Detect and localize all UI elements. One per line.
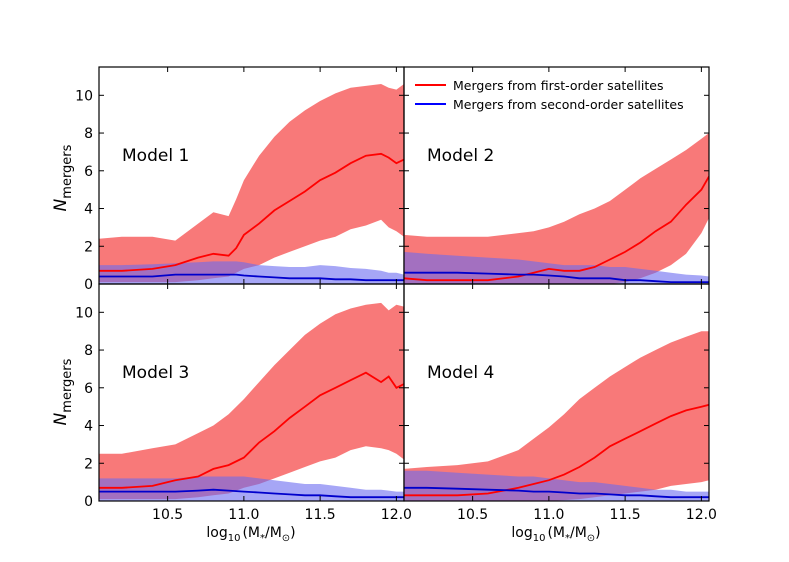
y-tick-label: 4 <box>84 419 93 435</box>
band-first-order <box>99 84 404 283</box>
x-tick-label: 11.0 <box>533 507 564 523</box>
line-second-order <box>404 271 709 284</box>
y-axis-label-top: Nmergers <box>51 144 75 211</box>
legend-label-first-order: Mergers from first-order satellites <box>453 78 663 93</box>
x-axis-label-left: log10 (M*/M⊙) <box>206 525 295 544</box>
y-tick-label: 10 <box>75 88 93 104</box>
x-tick-label: 11.5 <box>610 507 641 523</box>
panel-4: 10.5 11.0 11.5 12.0 Model 4 <box>403 283 717 523</box>
line-first-order <box>99 152 404 272</box>
panel-4-plot-area <box>404 331 709 501</box>
y-tick-label: 8 <box>84 126 93 142</box>
x-tick-label: 10.5 <box>457 507 488 523</box>
x-axis-label-right: log10 (M*/M⊙) <box>511 525 600 544</box>
line-first-order <box>404 175 709 282</box>
panel-title: Model 4 <box>427 363 494 383</box>
band-second-order <box>99 476 404 501</box>
line-second-order <box>99 273 404 282</box>
y-tick-label: 10 <box>75 305 93 321</box>
y-tick-label: 8 <box>84 343 93 359</box>
x-tick-label: 11.5 <box>305 507 336 523</box>
panel-1-plot-area <box>99 84 404 284</box>
x-tick-label: 10.5 <box>152 507 183 523</box>
band-first-order <box>99 302 404 500</box>
line-second-order <box>404 486 709 499</box>
panel-1: 0 2 4 6 8 10 Model 1 <box>75 66 405 293</box>
line-first-order <box>404 403 709 497</box>
y-tick-label: 6 <box>84 164 93 180</box>
panel-frame <box>403 283 710 502</box>
y-tick-label: 2 <box>84 239 93 255</box>
band-first-order <box>404 331 709 501</box>
y-tick-label: 0 <box>84 494 93 510</box>
y-tick-label: 2 <box>84 456 93 472</box>
y-axis-label-bottom: Nmergers <box>51 358 75 425</box>
x-tick-label: 11.0 <box>228 507 259 523</box>
panel-title: Model 3 <box>122 363 189 383</box>
y-tick-label: 6 <box>84 381 93 397</box>
legend: Mergers from first-order satellites Merg… <box>415 78 684 112</box>
x-tick-label: 12.0 <box>381 507 412 523</box>
panel-title: Model 2 <box>427 146 494 166</box>
x-tick-label: 12.0 <box>686 507 717 523</box>
line-second-order <box>99 488 404 499</box>
y-tick-label: 4 <box>84 202 93 218</box>
band-second-order <box>404 251 709 284</box>
y-tick-label: 0 <box>84 277 93 293</box>
panel-3: 0 2 4 6 8 10 10.5 11.0 11.5 12.0 Model 3 <box>75 283 412 523</box>
panel-3-plot-area <box>99 302 404 501</box>
line-first-order <box>99 371 404 489</box>
panel-title: Model 1 <box>122 146 189 166</box>
panel-2-plot-area <box>404 133 709 284</box>
legend-label-second-order: Mergers from second-order satellites <box>453 97 684 112</box>
